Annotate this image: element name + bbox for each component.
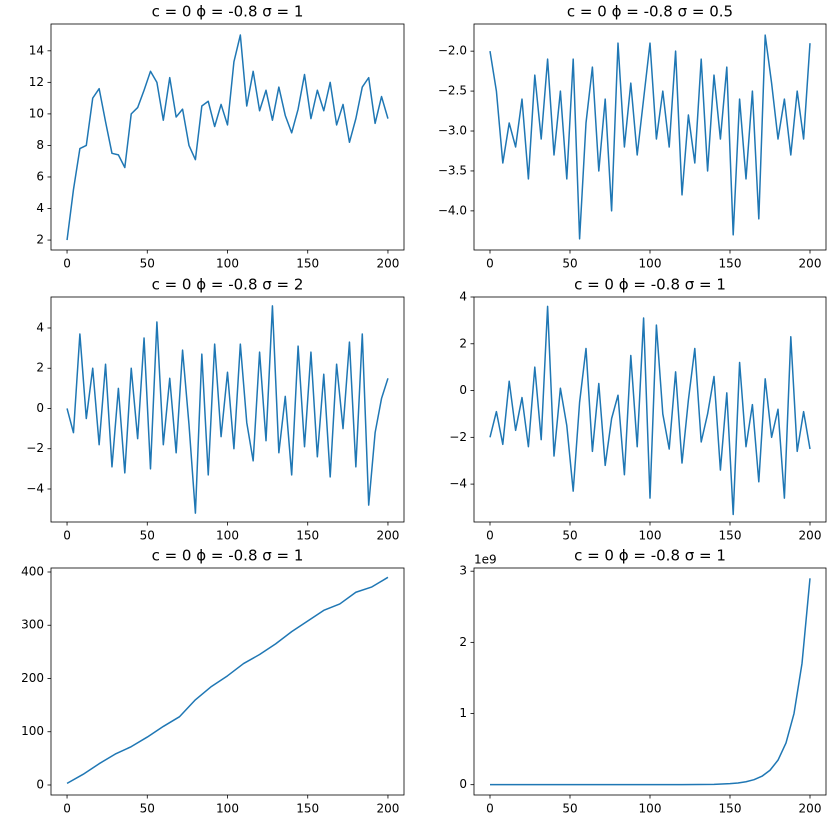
y-tick-label: 0: [459, 777, 467, 791]
y-tick-label: 4: [36, 201, 44, 215]
y-tick-label: 1: [459, 706, 467, 720]
x-tick-label: 0: [63, 802, 71, 816]
subplot-title: c = 0 ϕ = -0.8 σ = 1: [152, 547, 304, 565]
y-tick-label: −3.5: [438, 163, 467, 177]
y-tick-label: −2: [26, 441, 44, 455]
x-tick-label: 200: [377, 529, 400, 543]
y-tick-label: 0: [36, 777, 44, 791]
x-tick-label: 200: [377, 257, 400, 271]
data-line: [66, 576, 389, 785]
x-tick-label: 200: [799, 257, 822, 271]
x-tick-label: 150: [719, 257, 742, 271]
y-tick-label: −4: [26, 481, 44, 495]
y-tick-label: 2: [36, 361, 44, 375]
x-tick-label: 0: [486, 529, 494, 543]
x-tick-label: 50: [140, 802, 155, 816]
y-tick-label: 400: [21, 564, 44, 578]
x-tick-label: 200: [799, 802, 822, 816]
x-tick-label: 200: [377, 802, 400, 816]
x-tick-label: 100: [639, 529, 662, 543]
y-tick-label: 6: [36, 169, 44, 183]
x-tick-label: 150: [296, 257, 319, 271]
x-tick-label: 150: [296, 529, 319, 543]
x-tick-label: 100: [216, 529, 239, 543]
axes-frame: [473, 23, 827, 251]
x-tick-label: 0: [486, 257, 494, 271]
x-tick-label: 150: [296, 802, 319, 816]
y-tick-label: −2: [449, 430, 467, 444]
y-tick-label: 2: [459, 635, 467, 649]
y-tick-label: 4: [459, 290, 467, 304]
subplot-title: c = 0 ϕ = -0.8 σ = 1: [574, 276, 726, 294]
x-tick-label: 50: [562, 529, 577, 543]
x-tick-label: 100: [639, 802, 662, 816]
x-tick-label: 200: [799, 529, 822, 543]
data-line: [489, 305, 811, 516]
axes-frame: [473, 567, 827, 796]
y-tick-label: 0: [36, 401, 44, 415]
x-tick-label: 50: [562, 802, 577, 816]
x-tick-label: 50: [562, 257, 577, 271]
data-line: [66, 305, 389, 514]
x-tick-label: 150: [719, 529, 742, 543]
subplot-title: c = 0 ϕ = -0.8 σ = 1: [152, 3, 304, 21]
y-tick-label: 3: [459, 564, 467, 578]
y-tick-label: 8: [36, 138, 44, 152]
data-line: [490, 578, 811, 786]
x-tick-label: 0: [486, 802, 494, 816]
y-tick-label: 300: [21, 618, 44, 632]
subplot-title: c = 0 ϕ = -0.8 σ = 0.5: [567, 3, 733, 21]
x-tick-label: 50: [140, 529, 155, 543]
x-tick-label: 0: [63, 529, 71, 543]
y-tick-label: 200: [21, 671, 44, 685]
offset-text: 1e9: [474, 553, 497, 567]
x-tick-label: 100: [639, 257, 662, 271]
x-tick-label: 50: [140, 257, 155, 271]
subplot-title: c = 0 ϕ = -0.8 σ = 1: [574, 547, 726, 565]
y-tick-label: 12: [29, 75, 44, 89]
data-line: [66, 34, 389, 241]
y-tick-label: 10: [29, 106, 44, 120]
x-tick-label: 100: [216, 257, 239, 271]
x-tick-label: 100: [216, 802, 239, 816]
x-tick-label: 150: [719, 802, 742, 816]
y-tick-label: 100: [21, 724, 44, 738]
y-tick-label: 14: [29, 43, 44, 57]
y-tick-label: −2.5: [438, 84, 467, 98]
y-tick-label: −2.0: [438, 44, 467, 58]
y-tick-label: 0: [459, 383, 467, 397]
subplot-title: c = 0 ϕ = -0.8 σ = 2: [152, 276, 304, 294]
y-tick-label: −4: [449, 477, 467, 491]
axes-frame: [50, 296, 405, 523]
y-tick-label: 2: [459, 336, 467, 350]
y-tick-label: 2: [36, 233, 44, 247]
x-tick-label: 0: [63, 257, 71, 271]
y-tick-label: −4.0: [438, 203, 467, 217]
y-tick-label: −3.0: [438, 124, 467, 138]
y-tick-label: 4: [36, 320, 44, 334]
data-line: [489, 34, 811, 240]
